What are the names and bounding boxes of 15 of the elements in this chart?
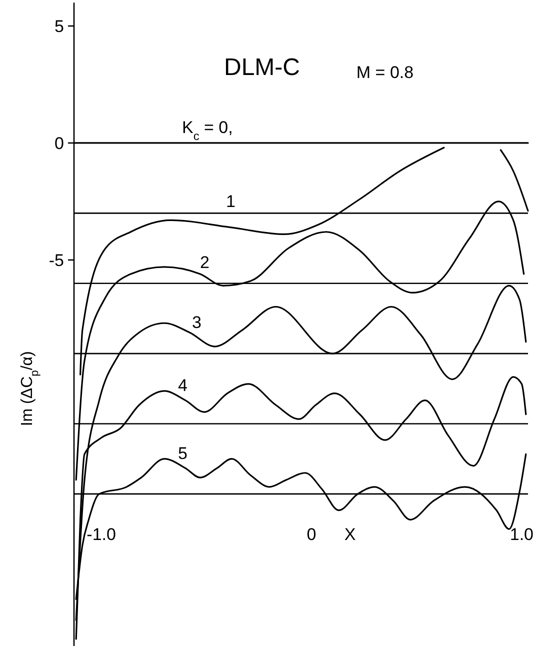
series-label: 2 bbox=[200, 252, 210, 272]
series-label: 5 bbox=[178, 444, 188, 463]
x-axis-title: X bbox=[344, 524, 356, 544]
text: M = 0.8 bbox=[356, 63, 414, 82]
series-label: 1 bbox=[226, 192, 236, 211]
y-tick-label: 5 bbox=[54, 16, 64, 36]
x-tick-label: -1.0 bbox=[86, 524, 116, 544]
series-label: 4 bbox=[178, 376, 188, 396]
y-tick-label: 0 bbox=[54, 134, 64, 153]
series-label: K$_{c}$ = 0, bbox=[182, 118, 233, 143]
x-tick-label: 0 bbox=[306, 524, 316, 544]
series-label: 3 bbox=[192, 312, 202, 332]
x-tick-label: 1.0 bbox=[510, 524, 534, 544]
text: DLM-C bbox=[224, 54, 300, 81]
y-tick-label: -5 bbox=[48, 250, 64, 270]
